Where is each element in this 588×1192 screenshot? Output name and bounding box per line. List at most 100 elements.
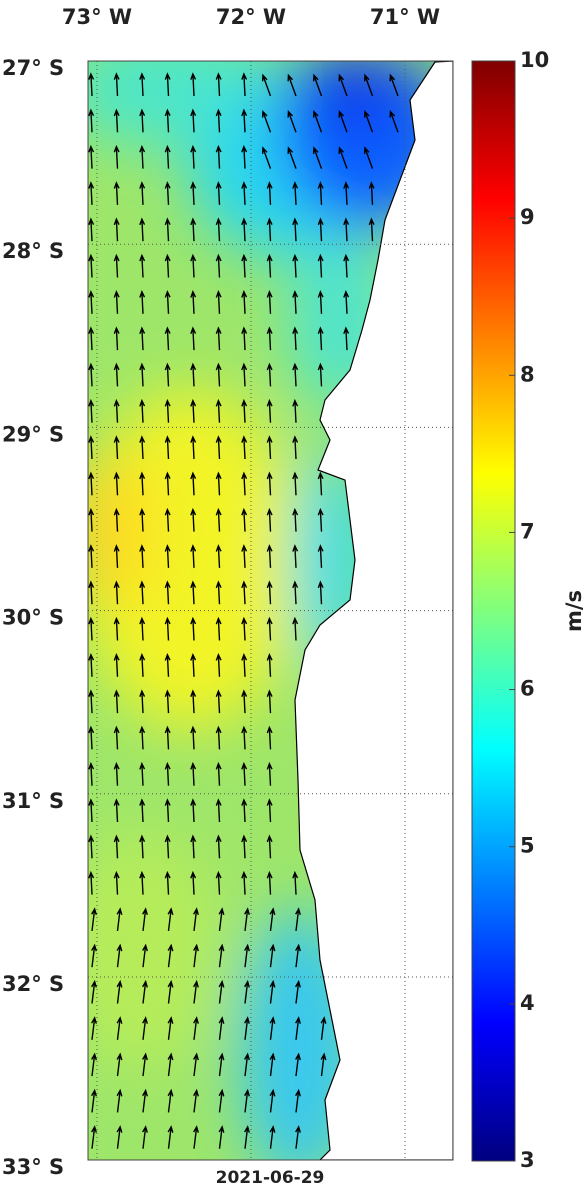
wind-arrow (193, 1016, 199, 1040)
wind-arrow (218, 943, 225, 968)
wind-arrow (218, 907, 225, 931)
wind-arrow (116, 1016, 123, 1040)
wind-arrow (190, 870, 197, 895)
wind-arrow (241, 544, 248, 568)
wind-arrow (266, 761, 273, 786)
wind-arrow (164, 144, 171, 169)
wind-arrow (343, 290, 350, 314)
wind-arrow (244, 979, 250, 1004)
wind-arrow (193, 979, 199, 1004)
wind-arrow (142, 1125, 148, 1149)
wind-arrow (266, 435, 273, 460)
wind-arrow (215, 181, 222, 205)
wind-arrow (113, 253, 120, 278)
wind-arrow (91, 1125, 97, 1149)
wind-arrow (164, 398, 171, 423)
wind-arrow (241, 834, 248, 859)
wind-arrow (164, 217, 171, 242)
wind-arrow (113, 435, 120, 460)
wind-arrow (312, 73, 323, 97)
wind-arrow (292, 580, 299, 605)
wind-arrow (218, 1016, 225, 1040)
wind-arrow (292, 870, 299, 895)
wind-arrow (241, 471, 248, 496)
wind-arrow (241, 435, 248, 460)
wind-arrow (389, 73, 399, 97)
lat-tick-label: 31° S (2, 789, 64, 813)
wind-arrow (292, 616, 299, 641)
wind-arrow (241, 253, 248, 278)
colorbar-tick-label: 10 (520, 48, 549, 72)
wind-arrow (88, 653, 95, 677)
wind-arrow (269, 1125, 276, 1149)
wind-arrow (190, 471, 197, 496)
wind-arrow (164, 253, 171, 278)
wind-arrow (142, 1088, 148, 1113)
wind-arrow (244, 1088, 250, 1113)
wind-arrow (113, 798, 120, 823)
wind-arrow (215, 616, 222, 641)
wind-arrow (266, 653, 273, 677)
wind-arrow (269, 1052, 276, 1077)
wind-arrow (113, 144, 120, 169)
wind-arrow (287, 109, 297, 133)
colorbar (471, 60, 516, 1162)
wind-arrow (139, 181, 146, 205)
wind-arrow (244, 1016, 250, 1040)
wind-arrow (88, 362, 95, 387)
wind-arrow (266, 217, 273, 242)
wind-arrow (241, 798, 248, 823)
wind-arrow (116, 907, 123, 931)
wind-arrow (317, 362, 324, 387)
wind-arrow (368, 217, 375, 242)
wind-arrow (218, 1125, 225, 1149)
wind-arrow (215, 72, 222, 97)
wind-arrow (139, 144, 146, 169)
wind-arrow (167, 1088, 174, 1113)
lat-tick-label: 28° S (2, 239, 64, 263)
wind-arrow (241, 72, 248, 97)
wind-arrow (190, 761, 197, 786)
lat-tick-label: 33° S (2, 1155, 64, 1179)
wind-arrow (88, 471, 95, 496)
wind-arrow (215, 725, 222, 750)
wind-arrow (193, 907, 199, 931)
wind-arrow (215, 798, 222, 823)
wind-arrow (266, 798, 273, 823)
wind-arrow (164, 362, 171, 387)
wind-arrow (190, 544, 197, 568)
colorbar-tick-label: 3 (520, 1148, 535, 1172)
wind-arrow (343, 217, 350, 242)
wind-arrow (363, 73, 374, 97)
wind-arrow (215, 144, 222, 169)
wind-arrow (215, 435, 222, 460)
wind-arrow (167, 1016, 174, 1040)
wind-arrow (343, 253, 350, 278)
wind-arrow (215, 362, 222, 387)
wind-arrow (215, 253, 222, 278)
wind-arrow (241, 181, 248, 205)
wind-arrow (164, 108, 171, 133)
wind-arrow (113, 72, 120, 97)
wind-arrow (116, 1052, 123, 1077)
wind-arrow (320, 1016, 327, 1040)
wind-arrow (338, 73, 348, 97)
wind-arrow (317, 326, 324, 351)
wind-arrow (338, 109, 348, 133)
wind-arrow (266, 580, 273, 605)
wind-arrow (292, 507, 299, 532)
wind-arrow (142, 943, 148, 968)
wind-arrow (266, 253, 273, 278)
wind-arrow (241, 616, 248, 641)
lon-tick-label: 72° W (216, 5, 286, 29)
wind-arrow (113, 362, 120, 387)
wind-arrow (113, 689, 120, 714)
wind-arrow (215, 689, 222, 714)
wind-arrow (164, 616, 171, 641)
wind-arrow (164, 870, 171, 895)
wind-arrow (266, 181, 273, 205)
wind-arrow (113, 507, 120, 532)
wind-arrow (164, 507, 171, 532)
wind-arrow (88, 798, 95, 823)
wind-arrow (190, 108, 197, 133)
